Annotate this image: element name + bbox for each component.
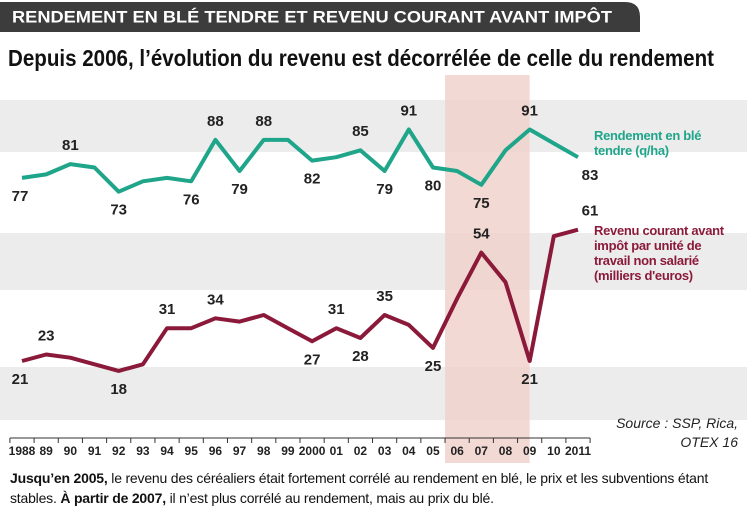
x-tick-label: 93	[136, 444, 150, 458]
data-label: 77	[12, 188, 29, 205]
data-label: 75	[473, 195, 490, 212]
footnote-part: le revenu des céréaliers était fortement…	[10, 470, 709, 506]
x-tick-label: 91	[88, 444, 102, 458]
stripe	[0, 100, 747, 152]
x-tick-label: 01	[330, 444, 344, 458]
legend-entry: Rendement en blé tendre (q/ha)	[594, 128, 702, 158]
legend-entry: Revenu courant avant impôt par unité de …	[594, 223, 724, 283]
x-tick-label: 08	[499, 444, 513, 458]
data-label: 91	[521, 103, 538, 120]
data-label: 85	[352, 123, 369, 140]
data-label: 83	[582, 167, 599, 184]
data-label: 21	[12, 371, 29, 388]
data-label: 73	[110, 202, 127, 219]
footnote-part: Jusqu’en 2005,	[10, 470, 108, 486]
x-tick-label: 1988	[9, 444, 36, 458]
x-tick-label: 04	[402, 444, 416, 458]
x-tick-label: 90	[64, 444, 78, 458]
x-tick-label: 96	[209, 444, 223, 458]
chart-title: RENDEMENT EN BLÉ TENDRE ET REVENU COURAN…	[12, 7, 613, 26]
footnote-part: À partir de 2007,	[60, 490, 166, 506]
data-label: 91	[400, 103, 417, 120]
data-label: 23	[38, 327, 55, 344]
data-label: 79	[376, 181, 393, 198]
x-tick-label: 92	[112, 444, 126, 458]
footnote: Jusqu’en 2005, le revenu des céréaliers …	[10, 468, 740, 508]
chart-subtitle: Depuis 2006, l’évolution du revenu est d…	[8, 45, 714, 71]
highlight-band	[445, 75, 530, 463]
data-label: 28	[352, 348, 369, 365]
data-label: 34	[207, 291, 224, 308]
x-tick-label: 02	[354, 444, 368, 458]
data-label: 88	[255, 113, 272, 130]
line-series	[21, 227, 579, 373]
x-tick-label: 99	[281, 444, 295, 458]
x-tick-label: 03	[378, 444, 392, 458]
line-series	[21, 127, 579, 194]
x-tick-label: 10	[547, 444, 561, 458]
data-label: 27	[304, 351, 321, 368]
x-tick-label: 97	[233, 444, 247, 458]
data-label: 88	[207, 113, 224, 130]
x-tick-label: 09	[523, 444, 537, 458]
data-label: 82	[304, 171, 321, 188]
x-tick-label: 94	[160, 444, 174, 458]
data-label: 80	[425, 177, 442, 194]
data-label: 76	[183, 191, 200, 208]
data-label: 61	[582, 203, 599, 220]
data-label: 54	[473, 226, 490, 243]
stripe	[0, 367, 747, 420]
x-tick-label: 89	[39, 444, 53, 458]
title-banner	[0, 2, 640, 32]
data-label: 25	[425, 358, 442, 375]
data-label: 31	[328, 301, 345, 318]
x-tick-label: 05	[426, 444, 440, 458]
data-label: 18	[110, 381, 127, 398]
x-tick-label: 2011	[565, 444, 591, 458]
data-label: 31	[159, 301, 176, 318]
x-tick-label: 98	[257, 444, 271, 458]
source-note: Source : SSP, Rica, OTEX 16	[616, 415, 738, 450]
x-tick-label: 2000	[299, 444, 326, 458]
x-tick-label: 95	[185, 444, 199, 458]
data-label: 35	[376, 288, 393, 305]
x-tick-label: 07	[475, 444, 489, 458]
footnote-part: il n’est plus corrélé au rendement, mais…	[165, 490, 494, 506]
data-label: 79	[231, 181, 248, 198]
stripe	[0, 233, 747, 290]
data-label: 81	[62, 137, 79, 154]
data-label: 21	[521, 371, 538, 388]
x-tick-label: 06	[450, 444, 464, 458]
